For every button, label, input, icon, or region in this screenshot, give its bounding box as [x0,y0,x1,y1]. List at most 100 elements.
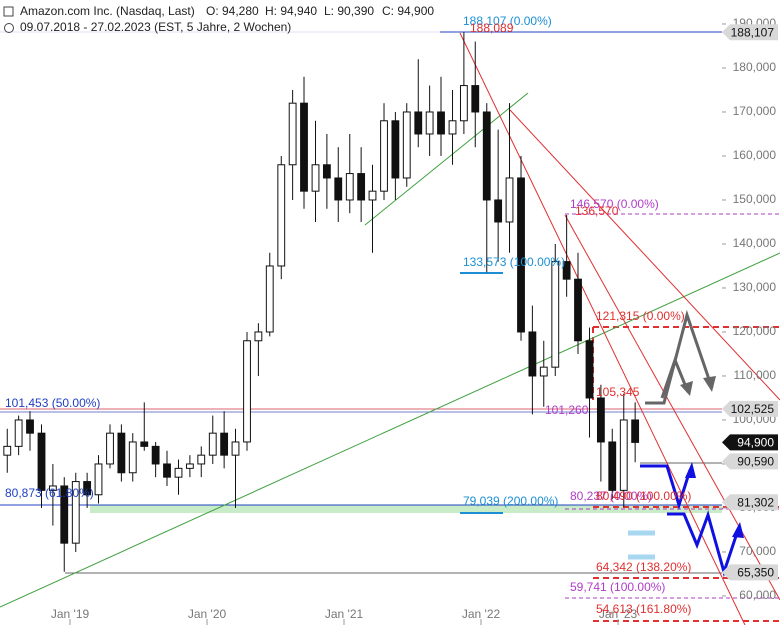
support-zone [90,505,722,513]
price-label: 90,590 [737,455,774,469]
candle-body [414,111,423,135]
y-tick-label: 110,000 [734,368,777,382]
annotation: 121,315 (0.00%) [596,309,685,323]
trend-line [509,109,780,401]
candle-body [631,419,640,443]
x-tick-label: Jan '20 [188,607,227,621]
candle-body [60,485,69,544]
candle-body [288,102,297,166]
annotation: 188,089 [470,21,514,35]
trend-line [564,214,780,601]
y-tick-label: 150,000 [733,192,777,206]
price-flag [722,434,778,451]
annotation: 136,570 [575,204,619,218]
annotation: 64,342 (138.20%) [596,560,691,574]
candle-body [482,111,491,201]
title: Amazon.com Inc. (Nasdaq, Last) [20,4,195,18]
x-tick-label: Jan '22 [462,607,501,621]
ohlc: O: 94,280 [206,4,259,18]
candle-body [151,445,160,465]
y-tick-label: 70,000 [739,544,776,558]
candle-body [243,340,251,443]
price-label: 188,107 [731,25,775,39]
candle-body [265,265,274,333]
price-flag [722,453,778,470]
candle-body [357,173,366,201]
x-tick-label: Jan '21 [325,607,364,621]
candle-body [231,441,240,456]
candle-body [517,177,525,333]
candle-body [391,120,400,179]
candle-body [380,120,388,192]
annotation: 59,741 (100.00%) [570,580,665,594]
candle-body [334,177,343,201]
price-label: 81,302 [737,495,774,509]
candle-body [71,481,80,544]
arrow-head [680,381,693,396]
price-flag [722,564,778,581]
candle-body [459,85,468,122]
price-label: 65,350 [737,566,774,580]
arrow-head [732,522,744,538]
candle-body [528,331,537,377]
candle-body [619,419,628,491]
candle-body [322,164,331,179]
y-tick-label: 140,000 [733,236,777,250]
candle-body [14,419,23,447]
annotation: 146,570 (0.00%) [570,197,659,211]
price-flag [722,24,778,41]
candle-body [117,432,126,474]
forecast-arrow [640,464,692,511]
candle-body [425,111,434,135]
annotation: 80,237 (0.00%) [570,489,652,503]
candle-body [128,441,137,474]
annotation: 80,490 (100.00%) [596,489,691,503]
y-tick-label: 160,000 [733,148,777,162]
candle-body [3,445,12,456]
candles [3,32,640,572]
candle-body [505,177,514,223]
icon [4,23,14,33]
candle-body [574,278,582,342]
price-label: 94,900 [737,436,774,450]
candle-body [277,164,286,267]
annotation: 188,107 (0.00%) [463,14,552,28]
candle-body [37,432,46,491]
candle-body [106,432,114,465]
annotation: 105,345 [596,385,640,399]
candle-body [368,190,377,201]
subtitle: 09.07.2018 - 27.02.2023 (EST, 5 Jahre, 2… [20,20,291,34]
arrow-head [685,462,696,478]
candle-body [185,463,194,469]
candle-body [300,102,308,192]
annotation: 54,613 (161.80%) [596,602,691,616]
arrow-head [703,376,716,392]
y-tick-label: 120,000 [733,324,777,338]
trend-line [459,32,746,625]
icon [3,6,14,17]
trend-line [0,252,780,608]
candle-body [140,441,149,447]
candle-body [437,111,445,135]
annotation: 133,573 (100.00%) [463,255,565,269]
candle-body [494,199,503,223]
header-bg [0,0,440,36]
candle-body [345,173,354,201]
candle-body [471,85,480,113]
candle-body [220,432,229,456]
forecast-arrow [660,355,690,399]
y-tick-label: 180,000 [733,60,777,74]
overlay: 60,00070,00080,00090,000100,000110,00012… [5,14,778,621]
candle-body [311,164,320,192]
candle-body [608,441,617,491]
candle-body [585,340,594,399]
annotation: 101,260 [545,403,589,417]
candle-body [551,261,560,368]
candle-body [94,463,103,496]
price-flag [722,400,778,417]
forecast-arrow [667,510,740,578]
annotation: 101,453 (50.00%) [5,396,100,410]
candle-body [562,261,571,280]
x-tick-label: Jan '23 [599,607,638,621]
